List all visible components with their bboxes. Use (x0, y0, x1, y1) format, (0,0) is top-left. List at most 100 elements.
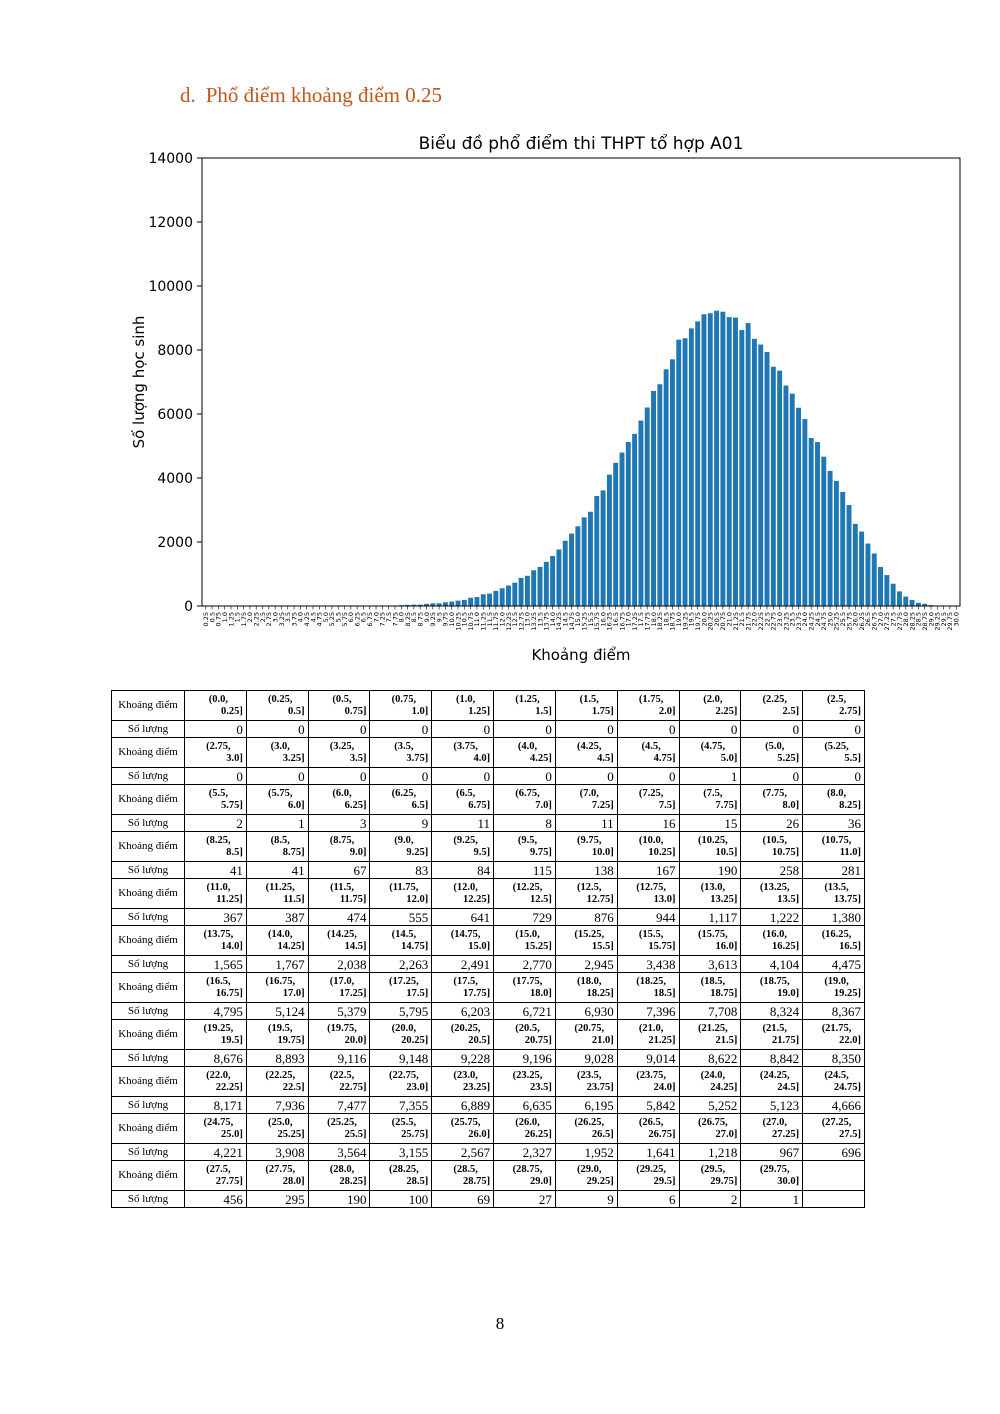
range-start: (23.25, (512, 1069, 543, 1081)
range-cell: (26.75, 27.0] (678, 1113, 742, 1144)
x-tick-label: 30.0 (953, 612, 961, 626)
x-tick-label: 29.0 (927, 612, 935, 626)
x-tick-label: 19.0 (675, 612, 683, 626)
section-heading: d. Phổ điểm khoảng điểm 0.25 (180, 83, 442, 108)
x-tick-label: 11.5 (486, 612, 494, 626)
range-end: 21.0] (591, 1034, 614, 1046)
range-cell: (25.25, 25.5] (307, 1113, 371, 1144)
x-tick-label: 17.5 (637, 612, 645, 626)
x-tick-label: 5.5 (335, 612, 343, 622)
range-start: (11.75, (389, 881, 419, 893)
count-cell: 5,252 (678, 1096, 742, 1114)
range-cell: (26.25, 26.5] (554, 1113, 618, 1144)
range-start: (2.75, (206, 740, 231, 752)
range-start: (28.25, (388, 1163, 419, 1175)
count-cell: 67 (307, 861, 371, 879)
range-cell: (15.75, 16.0] (678, 925, 742, 956)
count-cell: 0 (307, 720, 371, 738)
range-cell: (28.75, 29.0] (493, 1160, 556, 1191)
range-cell: (7.25, 7.5] (616, 784, 680, 815)
range-cell: (3.0, 3.25] (245, 737, 309, 768)
range-start: (12.0, (453, 881, 478, 893)
range-end: 12.25] (462, 893, 491, 905)
count-cell: 0 (431, 720, 495, 738)
range-start: (22.25, (265, 1069, 296, 1081)
range-end: 23.5] (530, 1081, 552, 1093)
count-cell: 115 (493, 861, 556, 879)
x-tick-label: 27.75 (896, 612, 904, 631)
range-start: (21.0, (638, 1022, 664, 1034)
x-tick-label: 29.25 (934, 612, 942, 631)
range-end: 25.75] (401, 1128, 429, 1140)
bar (827, 470, 833, 606)
range-cell: (2.25, 2.5] (740, 690, 804, 721)
count-cell: 8 (493, 814, 556, 832)
x-tick-label: 6.0 (347, 612, 355, 622)
range-cell: (18.5, 18.75] (678, 972, 742, 1003)
range-end: 23.75] (586, 1081, 614, 1093)
bar (550, 555, 556, 606)
count-row: Số lượng 8,171 7,936 7,477 7,355 6,889 6,635 6,… (111, 1096, 865, 1114)
x-tick-label: 8.75 (416, 612, 424, 626)
range-end: 18.75] (710, 987, 738, 999)
range-end: 4.75] (653, 752, 676, 764)
x-tick-label: 8.25 (404, 612, 412, 626)
bar (487, 593, 493, 606)
range-start: (17.5, (453, 975, 478, 987)
range-end: 17.0] (282, 987, 305, 999)
range-cell: (4.25, 4.5] (554, 737, 618, 768)
range-end: 16.75] (215, 987, 243, 999)
range-row: Khoảng điểm (13.75, 14.0] (14.0, 14.25] (14.2… (111, 925, 865, 956)
range-cell: (10.75, 11.0] (802, 831, 865, 862)
count-cell: 3,613 (678, 955, 742, 973)
x-tick-label: 17.25 (631, 612, 639, 631)
count-cell: 696 (802, 1143, 865, 1161)
range-start: (0.0, (208, 693, 229, 705)
range-start: (3.5, (394, 740, 414, 752)
range-cell: (19.25, 19.5] (184, 1019, 247, 1050)
bar (915, 602, 921, 606)
range-end: 22.5] (282, 1081, 305, 1093)
count-row-label: Số lượng (111, 1002, 185, 1020)
range-end: 15.75] (648, 940, 676, 952)
count-cell: 190 (307, 1190, 371, 1208)
range-end: 23.25] (462, 1081, 491, 1093)
range-row-label: Khoảng điểm (111, 1113, 185, 1144)
x-tick-label: 25.75 (845, 612, 853, 631)
range-cell: (11.75, 12.0] (369, 878, 433, 909)
count-row: Số lượng 2 1 3 9 11 8 11 16 15 26 36 (111, 814, 865, 832)
x-tick-label: 14.25 (555, 612, 563, 631)
bar (518, 577, 524, 606)
range-cell: (28.25, 28.5] (369, 1160, 433, 1191)
range-cell: (8.75, 9.0] (307, 831, 371, 862)
x-tick-label: 20.0 (700, 612, 708, 626)
count-cell: 1,380 (802, 908, 865, 926)
count-cell: 0 (307, 767, 371, 785)
range-start: (27.5, (206, 1163, 231, 1175)
range-end: 21.25] (648, 1034, 676, 1046)
range-cell: (29.5, 29.75] (678, 1160, 742, 1191)
range-end: 0.75] (344, 705, 367, 717)
range-start: (20.5, (515, 1022, 540, 1034)
range-start: (16.25, (821, 928, 852, 940)
count-cell: 138 (554, 861, 618, 879)
range-end: 1.0] (411, 705, 429, 717)
range-cell: (21.0, 21.25] (616, 1019, 680, 1050)
bar (676, 339, 682, 606)
x-tick-label: 14.5 (562, 612, 570, 626)
range-start: (28.0, (329, 1163, 355, 1175)
x-tick-label: 22.75 (770, 612, 778, 631)
count-cell: 0 (369, 767, 433, 785)
bar (859, 531, 865, 606)
range-end: 14.25] (277, 940, 305, 952)
count-cell: 2,945 (554, 955, 618, 973)
x-tick-label: 6.75 (366, 612, 374, 626)
range-end: 18.25] (586, 987, 614, 999)
range-start: (8.75, (329, 834, 355, 846)
x-tick-label: 26.75 (871, 612, 879, 631)
range-end: 29.0] (530, 1175, 552, 1187)
count-cell: 1,565 (184, 955, 247, 973)
range-start: (19.75, (327, 1022, 357, 1034)
range-start: (2.0, (703, 693, 723, 705)
bar (663, 369, 669, 606)
